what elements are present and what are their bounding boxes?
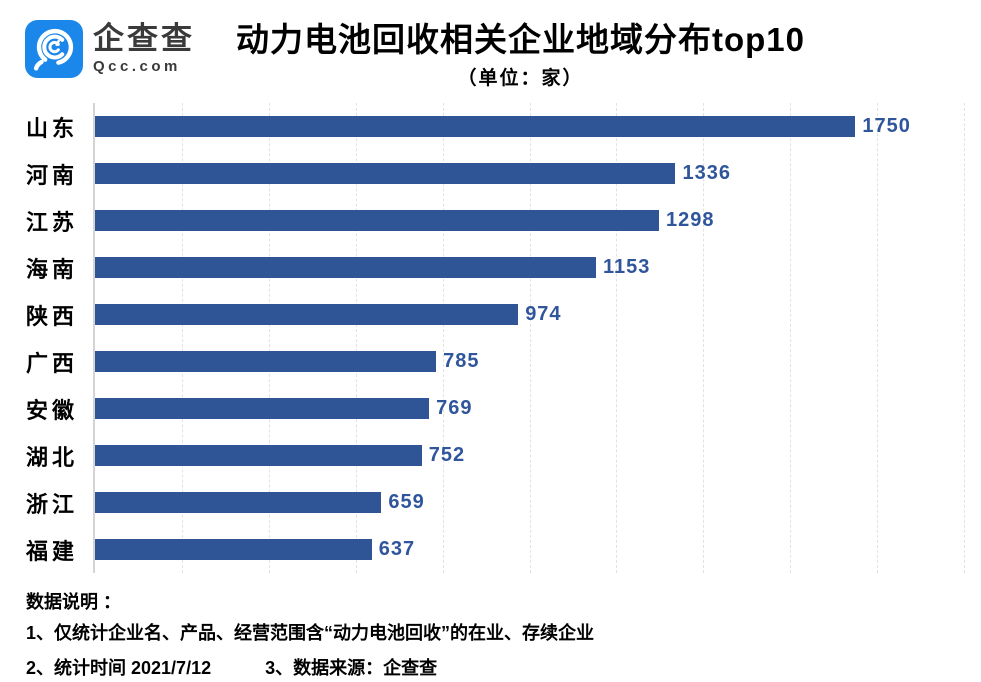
bar-row: 浙江 659 (0, 479, 981, 526)
bar-track: 1298 (95, 197, 981, 244)
bar (95, 163, 676, 184)
bar (95, 257, 596, 278)
notes-title: 数据说明 ： (26, 592, 122, 612)
category-label: 江苏 (26, 209, 79, 235)
category-label: 广西 (26, 350, 79, 376)
chart-title: 动力电池回收相关企业地域分布top10 (235, 21, 805, 58)
bar (95, 398, 430, 419)
note-stat-date: 2、统计时间 2021/7/12 (26, 658, 212, 679)
bar-row: 湖北 752 (0, 432, 981, 479)
bar-track: 785 (95, 338, 981, 385)
bar-row: 广西 785 (0, 338, 981, 385)
bar-value-label: 785 (443, 350, 480, 372)
bar-row: 江苏 1298 (0, 197, 981, 244)
bar (95, 116, 856, 137)
bar (95, 445, 422, 466)
bar-chart: 山东 1750 河南 1336 江苏 1298 海南 1153 陕西 974 广西 785 安徽 769 湖… (0, 103, 981, 573)
chart-unit-subtitle: （单位：家） (457, 67, 584, 89)
bar-value-label: 974 (525, 303, 562, 325)
gridline (616, 103, 618, 573)
title-block: 动力电池回收相关企业地域分布top10 （单位：家） (60, 21, 981, 90)
bar-row: 陕西 974 (0, 291, 981, 338)
gridline (355, 103, 357, 573)
bar-value-label: 1336 (682, 162, 731, 184)
bar-value-label: 637 (378, 538, 416, 560)
bar-track: 1750 (95, 103, 981, 150)
bar-track: 769 (95, 385, 981, 432)
category-label: 河南 (26, 162, 79, 188)
data-notes: 数据说明 ： 1、仅统计企业名、产品、经营范围含“动力电池回收”的在业、存续企业… (26, 589, 594, 681)
bar (95, 539, 372, 560)
bar-track: 974 (95, 291, 981, 338)
bar-value-label: 1298 (665, 209, 715, 231)
gridline-layer (95, 103, 965, 573)
bar (95, 351, 437, 372)
gridline (790, 103, 792, 573)
gridline (964, 103, 965, 573)
bar-row: 安徽 769 (0, 385, 981, 432)
gridline (181, 103, 183, 573)
bar-value-label: 769 (436, 397, 473, 419)
category-label: 山东 (26, 115, 79, 141)
bar-value-label: 659 (388, 491, 425, 513)
bar-track: 752 (95, 432, 981, 479)
y-axis-line (93, 103, 95, 573)
bar (95, 210, 659, 231)
bar-track: 659 (95, 479, 981, 526)
category-label: 湖北 (26, 444, 79, 470)
note-data-source: 3、数据来源：企查查 (265, 658, 438, 679)
bar-track: 1336 (95, 150, 981, 197)
brand-name: 企查查 (93, 21, 195, 57)
category-label: 福建 (26, 538, 79, 564)
bar-value-label: 752 (428, 444, 466, 466)
gridline (703, 103, 705, 573)
category-label: 海南 (26, 256, 79, 282)
bar-row: 福建 637 (0, 526, 981, 573)
bar-row: 山东 1750 (0, 103, 981, 150)
note-scope: 1、仅统计企业名、产品、经营范围含“动力电池回收”的在业、存续企业 (26, 623, 595, 644)
bar (95, 304, 519, 325)
bar-track: 637 (95, 526, 981, 573)
logo-text: 企查查 Qcc.com (93, 23, 195, 75)
gridline (268, 103, 270, 573)
gridline (877, 103, 879, 573)
bar-rows: 山东 1750 河南 1336 江苏 1298 海南 1153 陕西 974 广西 785 安徽 769 湖… (0, 103, 981, 573)
brand-domain: Qcc.com (93, 57, 181, 75)
bar (95, 492, 382, 513)
gridline (529, 103, 531, 573)
bar-row: 河南 1336 (0, 150, 981, 197)
qcc-logo: 企查查 Qcc.com (25, 20, 195, 78)
category-label: 安徽 (26, 397, 79, 423)
bar-track: 1153 (95, 244, 981, 291)
category-label: 陕西 (26, 303, 79, 329)
bar-row: 海南 1153 (0, 244, 981, 291)
qcc-magnifier-icon (25, 20, 83, 78)
bar-value-label: 1153 (602, 256, 651, 278)
category-label: 浙江 (26, 491, 79, 517)
gridline (442, 103, 444, 573)
bar-value-label: 1750 (862, 115, 911, 137)
